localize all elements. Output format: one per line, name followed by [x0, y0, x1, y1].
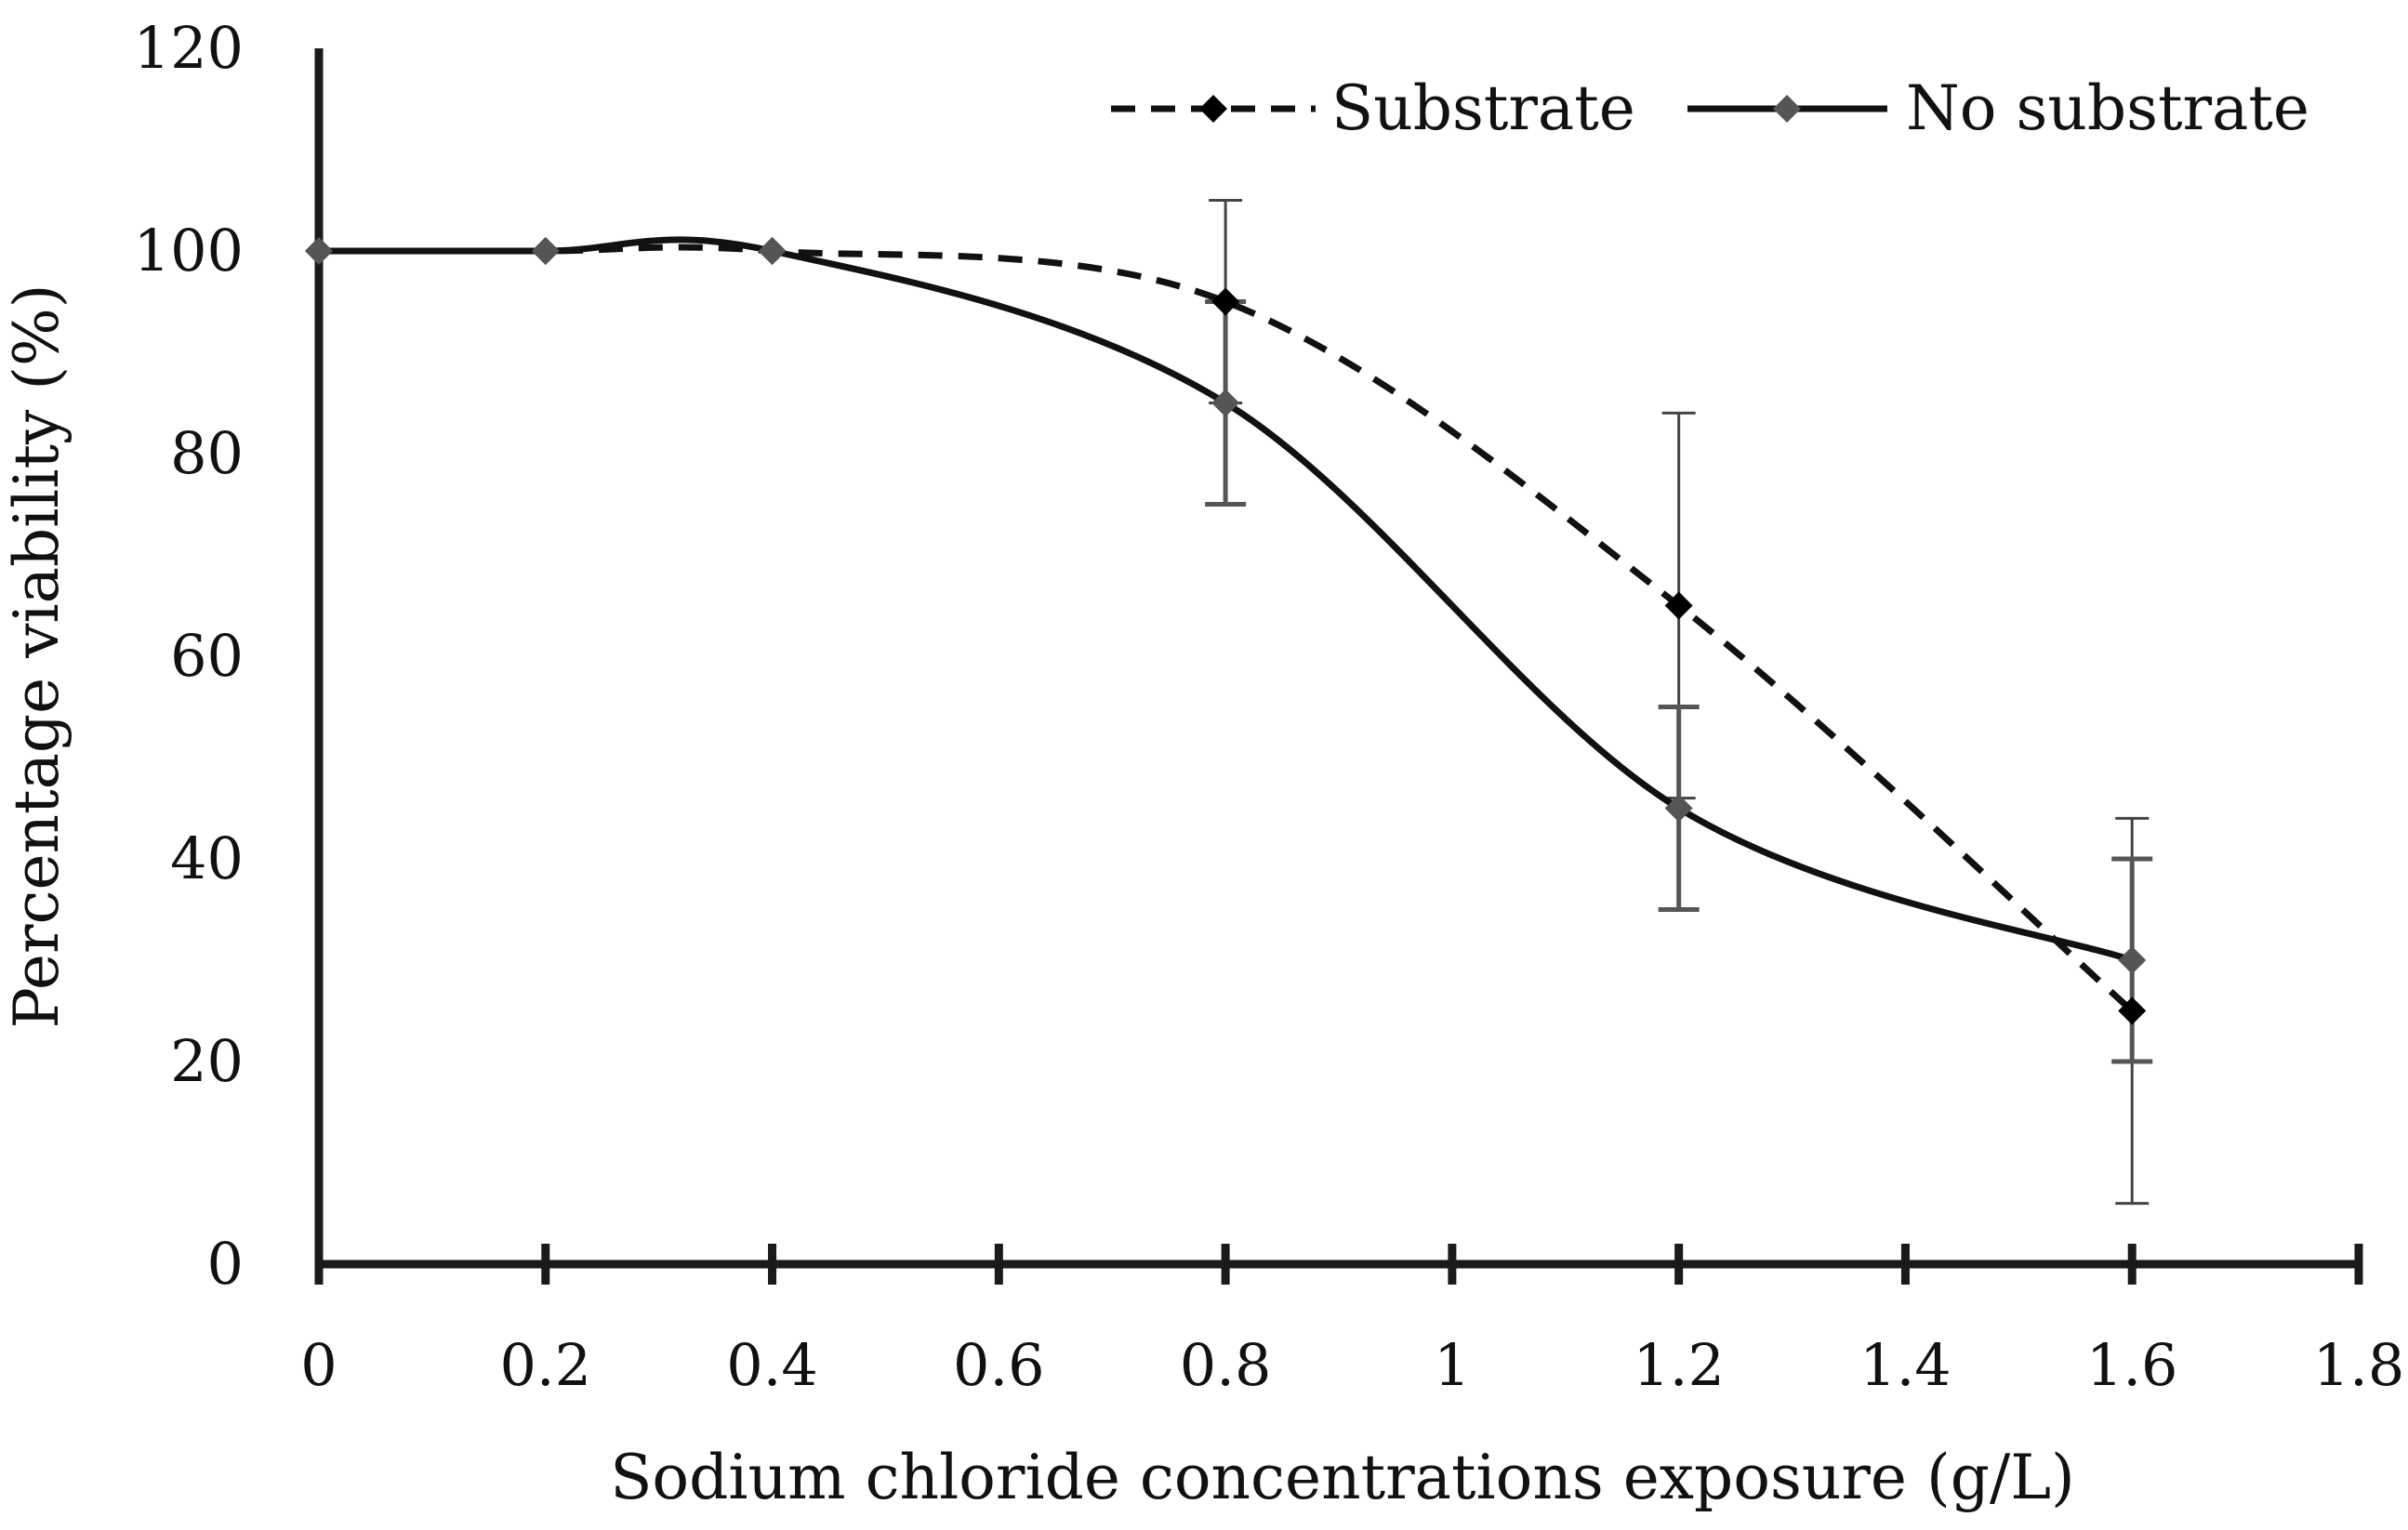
y-tick-label-20: 20 — [170, 1027, 244, 1095]
x-tick-label-1-2: 1.2 — [1633, 1331, 1725, 1399]
x-tick-label-1-4: 1.4 — [1859, 1331, 1952, 1399]
y-tick-label-120: 120 — [134, 14, 244, 82]
marker-substrate-1-2 — [1664, 591, 1693, 620]
x-tick-label-1-8: 1.8 — [2313, 1331, 2405, 1399]
x-tick-label-0-6: 0.6 — [953, 1331, 1045, 1399]
legend-marker-substrate — [1199, 95, 1227, 123]
y-tick-label-60: 60 — [170, 622, 244, 690]
x-tick-label-0-4: 0.4 — [726, 1331, 818, 1399]
marker-no-substrate-0-4 — [758, 237, 787, 265]
axes — [314, 48, 2363, 1285]
legend: Substrate No substrate — [1111, 73, 2309, 144]
marker-no-substrate-1-6 — [2118, 946, 2147, 974]
marker-no-substrate-1-2 — [1664, 794, 1693, 823]
y-tick-label-0: 0 — [207, 1230, 244, 1298]
y-tick-label-100: 100 — [134, 217, 244, 284]
marker-substrate-1-6 — [2118, 996, 2147, 1025]
x-axis-title: Sodium chloride concentrations exposure … — [610, 1442, 2075, 1513]
marker-no-substrate-0 — [305, 237, 333, 265]
markers-layer — [305, 237, 2147, 1025]
tick-labels-layer: 0 0.2 0.4 0.6 0.8 1 1.2 1.4 1.6 1.8 0 20 40 60 80 100 12… — [134, 14, 2405, 1399]
x-tick-label-0-8: 0.8 — [1180, 1331, 1272, 1399]
y-tick-label-40: 40 — [170, 824, 244, 892]
legend-marker-no-substrate — [1773, 95, 1801, 123]
legend-label-substrate: Substrate — [1331, 73, 1635, 144]
error-bars-layer — [1205, 199, 2153, 1206]
marker-substrate-0-8 — [1211, 287, 1240, 316]
series-line-substrate — [319, 244, 2135, 1014]
x-tick-label-0: 0 — [300, 1331, 337, 1399]
x-tick-label-1: 1 — [1434, 1331, 1470, 1399]
y-axis-title: Percentage viability (%) — [1, 284, 73, 1028]
legend-label-no-substrate: No substrate — [1906, 73, 2309, 144]
x-tick-label-0-2: 0.2 — [499, 1331, 591, 1399]
x-tick-label-1-6: 1.6 — [2086, 1331, 2178, 1399]
marker-no-substrate-0-2 — [531, 237, 560, 265]
marker-no-substrate-0-8 — [1211, 389, 1240, 417]
y-tick-label-80: 80 — [170, 419, 244, 487]
